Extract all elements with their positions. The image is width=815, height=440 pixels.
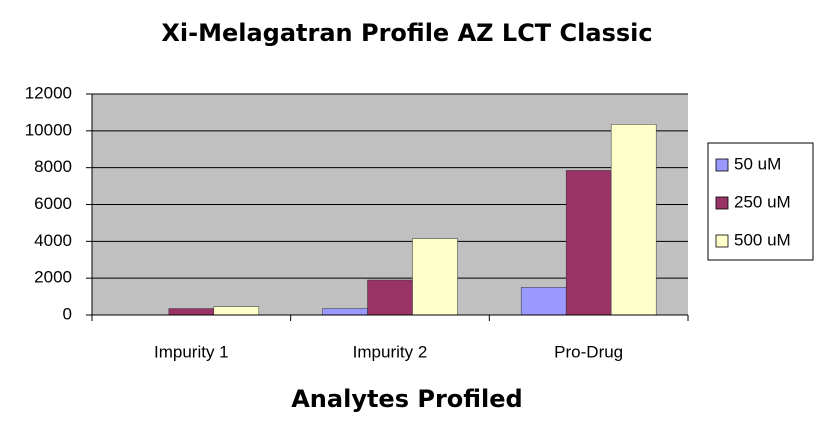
legend-label: 250 uM (734, 192, 791, 211)
bar (367, 279, 413, 316)
bar (610, 124, 657, 316)
y-tick-label: 6000 (34, 194, 72, 213)
legend-swatch (715, 158, 729, 172)
bar (168, 308, 215, 316)
legend-label: 500 uM (734, 230, 791, 249)
bar (213, 306, 260, 316)
bar (520, 287, 567, 316)
legend-swatch (715, 234, 729, 248)
bar (322, 308, 368, 316)
x-tick-label: Impurity 1 (154, 342, 229, 361)
y-tick-label: 8000 (34, 157, 72, 176)
y-tick-label: 4000 (34, 231, 72, 250)
x-tick-label: Impurity 2 (353, 342, 428, 361)
x-tick-label: Pro-Drug (554, 342, 623, 361)
y-tick-label: 2000 (34, 268, 72, 287)
y-tick-label: 10000 (25, 120, 72, 139)
legend-swatch (715, 196, 729, 210)
bar (565, 170, 612, 316)
x-axis-title: Analytes Profiled (291, 385, 523, 413)
chart-title: Xi-Melagatran Profile AZ LCT Classic (161, 19, 652, 47)
y-tick-label: 0 (63, 304, 72, 323)
bar (412, 238, 458, 316)
y-tick-label: 12000 (25, 83, 72, 102)
legend-label: 50 uM (734, 154, 781, 173)
